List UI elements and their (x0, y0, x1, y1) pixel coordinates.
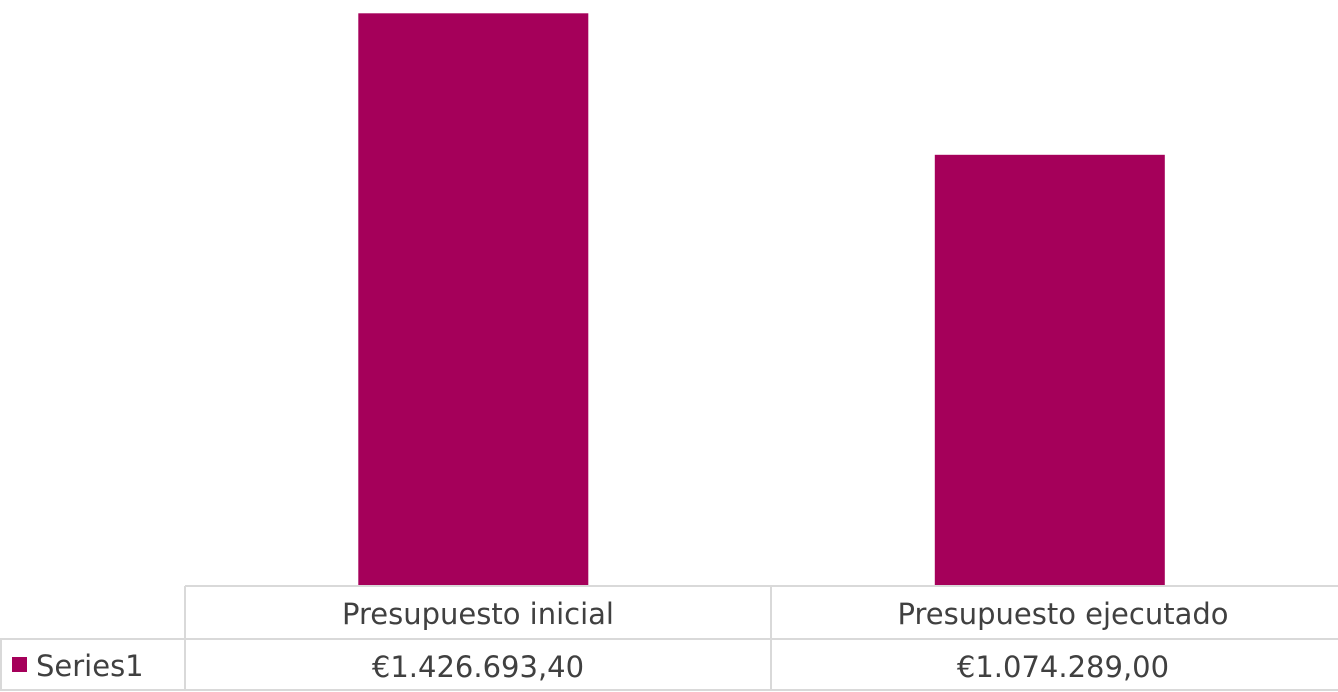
bar-0 (358, 13, 589, 587)
legend-series-name: Series1 (36, 649, 144, 683)
bars-group (358, 13, 1165, 587)
data-table-value-0: €1.426.693,40 (372, 650, 584, 684)
category-label-1: Presupuesto ejecutado (897, 597, 1228, 631)
data-table-value-1: €1.074.289,00 (957, 650, 1169, 684)
bar-1 (934, 154, 1165, 587)
category-label-0: Presupuesto inicial (342, 597, 614, 631)
data-table-grid (0, 585, 1338, 691)
legend-key-series1 (12, 657, 27, 672)
